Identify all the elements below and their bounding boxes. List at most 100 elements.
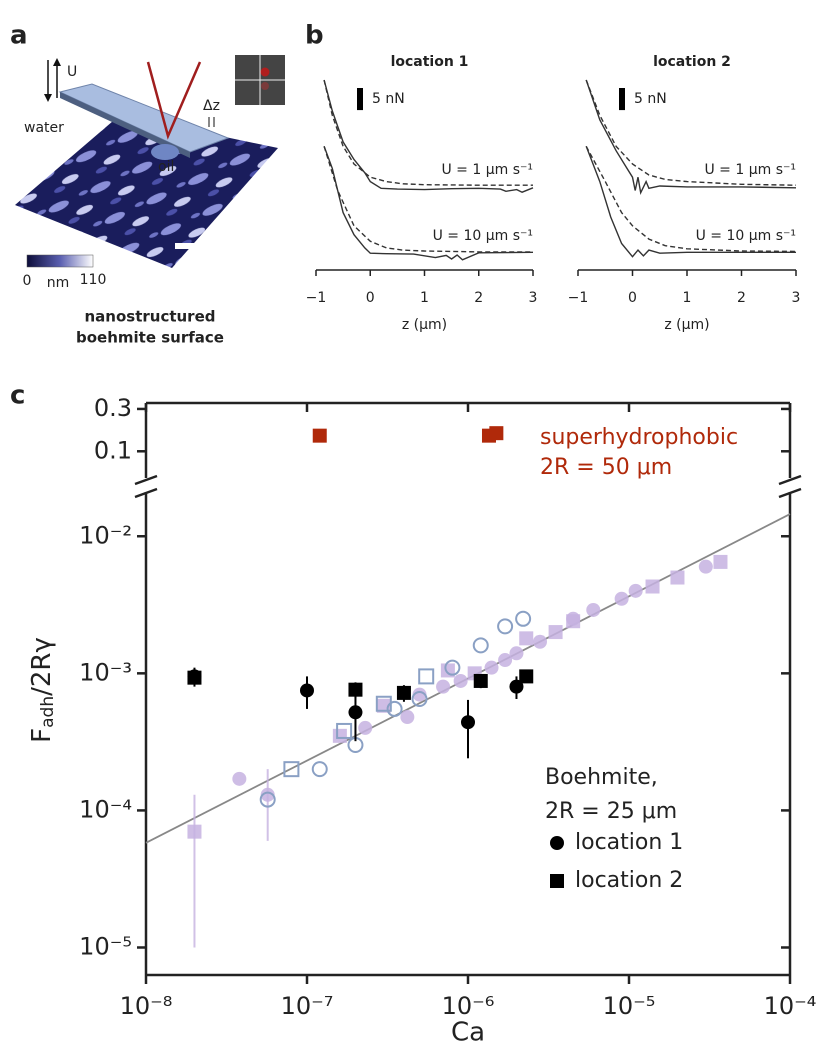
colorbar-min: 0: [23, 273, 32, 289]
caption: nanostructured: [84, 308, 215, 326]
marker: [519, 669, 534, 684]
marker: [411, 690, 428, 707]
annotation: U = 1 μm s⁻¹: [704, 162, 796, 178]
marker: [484, 660, 499, 675]
x-tick-label: 10⁻⁶: [442, 992, 495, 1020]
scale-bar: [357, 88, 363, 111]
marker: [386, 700, 403, 717]
marker: [550, 836, 564, 850]
marker: [497, 618, 514, 635]
legend-label: location 1: [575, 830, 683, 855]
marker: [444, 659, 461, 676]
x-tick-label: 2: [474, 290, 483, 306]
marker: [300, 683, 314, 698]
x-tick-label: 3: [792, 290, 801, 306]
oil-droplet: [151, 144, 179, 160]
scale-bar: [175, 243, 206, 249]
y-tick-label: 0.1: [94, 436, 132, 464]
force-curve: [585, 79, 797, 195]
annotation: U = 10 μm s⁻¹: [696, 228, 796, 244]
marker: [336, 722, 353, 739]
marker: [311, 761, 328, 778]
y-tick-label: 10⁻²: [79, 521, 132, 549]
marker: [375, 695, 392, 712]
x-tick-label: 10⁻⁴: [764, 992, 817, 1020]
afm-surface: [15, 115, 278, 268]
chart-title: location 2: [653, 54, 731, 70]
x-tick-label: −1: [306, 290, 327, 306]
force-curve: [323, 79, 534, 193]
annotation: superhydrophobic: [540, 425, 738, 450]
marker: [628, 583, 643, 598]
y-tick-label: 10⁻³: [79, 658, 132, 686]
y-label-part: F: [27, 728, 57, 743]
x-tick-label: 10⁻⁵: [603, 992, 656, 1020]
marker: [453, 673, 468, 688]
caption: boehmite surface: [76, 329, 224, 347]
force-curve: [585, 146, 796, 258]
inset-dot: [260, 67, 270, 77]
marker: [489, 426, 504, 441]
water-label: water: [24, 120, 64, 136]
marker: [348, 705, 363, 720]
marker: [515, 610, 532, 627]
arrow-label: U: [67, 64, 77, 80]
force-curve: [323, 146, 533, 253]
inset-dot: [261, 82, 269, 90]
marker: [548, 625, 563, 640]
marker: [412, 687, 427, 702]
marker: [645, 579, 660, 594]
marker: [670, 570, 685, 585]
marker: [550, 874, 564, 888]
y-tick-label: 0.3: [94, 394, 132, 422]
marker: [614, 591, 629, 606]
x-tick-label: 2: [737, 290, 746, 306]
colorbar-max: 110: [80, 272, 107, 288]
marker: [713, 554, 728, 569]
axis-break: [134, 487, 158, 499]
marker: [461, 715, 475, 730]
x-axis-label: z (μm): [664, 317, 709, 333]
axis-break: [778, 474, 802, 486]
marker: [232, 771, 247, 786]
marker: [187, 824, 202, 839]
y-tick-label: 10⁻⁴: [79, 795, 132, 823]
force-curve: [585, 79, 797, 186]
force-curve: [585, 145, 797, 253]
panel-label: c: [10, 381, 25, 411]
axis-break: [778, 487, 802, 499]
annotation: U = 1 μm s⁻¹: [441, 162, 533, 178]
panel-label: a: [10, 21, 28, 51]
y-axis-label: Fadh/2Rγ: [27, 637, 59, 743]
panel-label: b: [305, 21, 324, 51]
marker: [400, 710, 415, 725]
marker: [509, 646, 524, 661]
marker: [698, 559, 713, 574]
marker: [358, 720, 373, 735]
legend-label: location 2: [575, 868, 683, 893]
y-label-part: /2Rγ: [27, 637, 57, 696]
annotation: U = 10 μm s⁻¹: [433, 228, 533, 244]
marker: [519, 631, 534, 646]
marker: [586, 602, 601, 617]
marker: [332, 728, 347, 743]
marker: [283, 761, 300, 778]
x-tick-label: −1: [568, 290, 589, 306]
scale-bar-label: 5 nN: [634, 91, 667, 107]
marker: [396, 685, 411, 700]
oil-label: oil: [158, 159, 174, 175]
colorbar-unit: nm: [47, 275, 70, 291]
marker: [348, 682, 363, 697]
marker: [532, 634, 547, 649]
legend-title: Boehmite,: [545, 765, 658, 790]
chart-title: location 1: [391, 54, 469, 70]
arrow-head: [44, 94, 52, 102]
y-label-part: adh: [38, 696, 58, 728]
x-axis-label: Ca: [451, 1018, 485, 1043]
legend-title: 2R = 25 μm: [545, 799, 677, 824]
scale-bar-label: 5 nN: [372, 91, 405, 107]
x-tick-label: 1: [683, 290, 692, 306]
plate-edge: [60, 92, 190, 158]
axis-break: [134, 474, 158, 486]
